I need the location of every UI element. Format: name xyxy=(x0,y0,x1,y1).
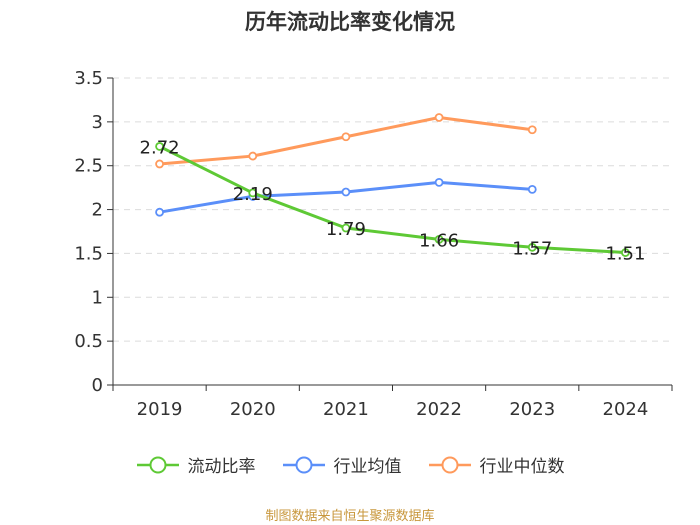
data-label: 2.72 xyxy=(140,137,180,158)
series-line-1 xyxy=(159,180,533,214)
x-tick-label: 2020 xyxy=(230,399,276,420)
y-tick-label: 3.5 xyxy=(74,68,103,89)
data-point xyxy=(527,242,537,252)
y-tick-label: 2 xyxy=(92,200,103,221)
y-tick-label: 0.5 xyxy=(74,331,103,352)
y-tick-label: 1.5 xyxy=(74,243,103,264)
y-tick-label: 3 xyxy=(92,112,103,133)
legend-marker-icon xyxy=(282,456,325,473)
y-tick-label: 2.5 xyxy=(74,156,103,177)
data-point xyxy=(155,159,164,169)
legend-label: 流动比率 xyxy=(187,457,256,477)
data-point xyxy=(341,187,351,197)
axes: 0 0.5 1 1.5 2 2.5 3 3.5 2019 2020 2021 2022 2023 2024 xyxy=(74,68,673,420)
series-layer xyxy=(155,113,630,257)
data-labels: 2.72 2.19 1.79 1.66 1.57 1.51 xyxy=(140,137,646,264)
legend-label: 行业均值 xyxy=(333,457,402,477)
legend: 流动比率 行业均值 行业中位数 xyxy=(0,452,700,477)
data-point xyxy=(341,223,351,233)
data-label: 2.19 xyxy=(233,184,273,205)
data-label: 1.51 xyxy=(605,244,645,265)
x-tick-label: 2023 xyxy=(509,399,555,420)
x-tick-label: 2021 xyxy=(323,399,369,420)
data-point xyxy=(434,177,444,187)
y-tick-label: 0 xyxy=(92,375,103,396)
legend-marker-icon xyxy=(428,456,471,473)
source-footer: 制图数据来自恒生聚源数据库 xyxy=(265,509,435,524)
data-point xyxy=(155,207,164,217)
legend-marker-icon xyxy=(136,456,179,473)
data-point xyxy=(248,151,258,161)
data-point xyxy=(527,125,537,135)
x-tick-label: 2019 xyxy=(137,399,183,420)
data-label: 1.57 xyxy=(512,238,552,259)
data-label: 1.79 xyxy=(326,219,366,240)
x-tick-label: 2022 xyxy=(416,399,462,420)
data-point xyxy=(341,132,351,142)
data-point xyxy=(248,188,258,198)
x-tick-label: 2024 xyxy=(603,399,649,420)
legend-item[interactable]: 行业均值 xyxy=(282,452,402,477)
legend-item[interactable]: 流动比率 xyxy=(136,452,256,477)
data-label: 1.66 xyxy=(419,230,459,251)
data-point xyxy=(621,248,630,257)
data-point xyxy=(434,113,444,122)
data-point xyxy=(527,184,537,194)
data-point xyxy=(434,234,444,244)
gridlines xyxy=(113,77,672,342)
series-line-0 xyxy=(158,145,626,255)
data-point xyxy=(155,142,164,151)
chart-title: 历年流动比率变化情况 xyxy=(245,10,455,34)
legend-item[interactable]: 行业中位数 xyxy=(428,452,565,477)
legend-label: 行业中位数 xyxy=(479,457,565,477)
y-tick-label: 1 xyxy=(92,287,103,308)
